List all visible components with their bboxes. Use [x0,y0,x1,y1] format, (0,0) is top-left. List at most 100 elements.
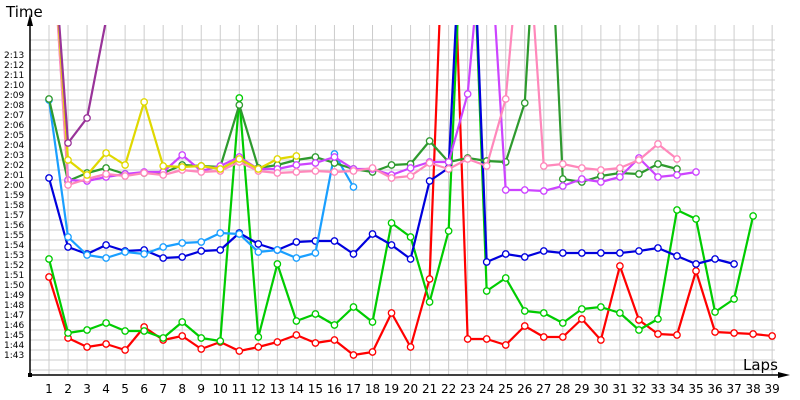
data-point [216,165,225,173]
data-point [730,329,738,337]
y-tick-label: 2:00 [4,181,24,191]
x-tick-label: 11 [232,382,247,396]
x-tick-label: 3 [83,382,91,396]
data-point [349,250,358,258]
data-point [463,155,472,163]
data-point [711,328,719,336]
data-point [102,170,110,178]
data-point [159,254,168,262]
data-point [501,250,510,258]
x-axis-arrow-icon [778,372,790,378]
series-dark-green [45,25,681,186]
data-point [577,164,586,172]
data-point [330,153,339,161]
x-tick-label: 2 [64,382,72,396]
data-point [178,163,187,171]
data-point [197,162,206,170]
data-point [406,164,415,172]
y-tick-label: 1:50 [4,281,24,291]
data-point [254,333,263,341]
data-point [463,90,472,98]
data-point [83,251,91,259]
data-point [654,315,662,323]
data-point [520,253,529,261]
data-point [292,161,301,169]
data-point [425,275,434,283]
data-point [140,327,148,335]
data-point [159,162,168,170]
y-tick-label: 1:47 [4,311,24,321]
data-point [235,230,244,238]
data-point [520,322,529,330]
y-tick-label: 1:48 [4,301,24,311]
series-yellow [57,25,301,179]
x-tick-label: 21 [422,382,437,396]
x-tick-label: 19 [384,382,399,396]
data-point [368,230,377,238]
data-point [292,238,301,246]
data-point [711,255,719,263]
data-point [616,249,624,257]
x-tick-label: 34 [669,382,684,396]
data-point [235,347,244,355]
data-point [330,321,339,329]
data-point [64,233,72,241]
data-point [558,319,567,327]
data-point [330,237,339,245]
data-point [235,155,244,163]
y-axis-title: Time [5,3,43,21]
data-point [64,139,72,147]
data-point [577,315,586,323]
x-tick-label: 10 [213,382,228,396]
data-point [616,173,624,181]
y-tick-label: 1:56 [4,221,24,231]
series-purple [58,25,107,147]
data-point [102,149,110,157]
data-point [83,171,91,179]
data-point [235,101,244,109]
y-tick-label: 2:12 [4,61,24,71]
y-axis-tick-labels: 1:431:441:451:461:471:481:491:501:511:52… [4,51,24,361]
x-tick-label: 15 [308,382,323,396]
data-point [273,169,282,177]
y-tick-label: 2:04 [4,141,24,151]
x-tick-label: 33 [650,382,665,396]
data-point [273,246,282,254]
data-point [292,152,301,160]
axes [27,14,790,378]
data-point [121,346,129,354]
y-tick-label: 1:51 [4,271,24,281]
grid [30,25,775,375]
y-tick-label: 1:45 [4,331,24,341]
data-point [140,98,148,106]
x-tick-label: 7 [159,382,167,396]
data-point [254,343,263,351]
data-point [311,159,320,167]
data-point [673,206,681,214]
data-point [330,336,339,344]
data-point [616,309,624,317]
data-point [121,248,129,256]
y-tick-label: 1:43 [4,351,24,361]
data-point [121,327,129,335]
x-tick-label: 14 [289,382,304,396]
data-point [273,260,282,268]
data-point [254,240,263,248]
data-point [254,248,263,256]
series-lines [45,25,776,359]
data-point [387,309,396,317]
data-point [83,114,91,122]
data-point [311,339,320,347]
data-point [387,241,396,249]
data-point [711,308,719,316]
x-tick-label: 22 [441,382,456,396]
data-point [406,343,415,351]
x-tick-label: 26 [517,382,532,396]
data-point [501,95,510,103]
data-point [501,341,510,349]
data-point [425,177,434,185]
data-point [539,309,548,317]
y-tick-label: 1:57 [4,211,24,221]
data-point [558,249,567,257]
